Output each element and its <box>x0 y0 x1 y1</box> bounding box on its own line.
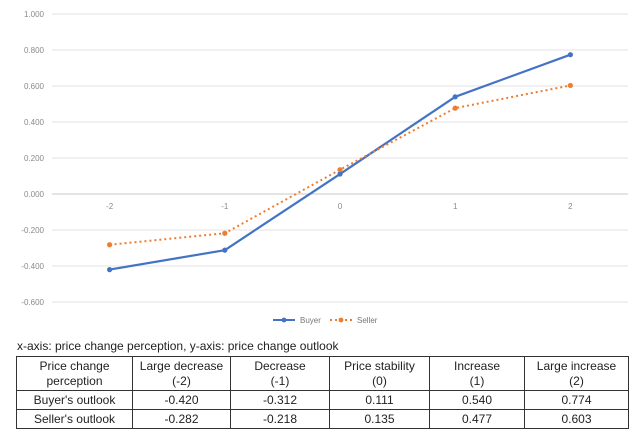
data-table: Price change perception Large decrease (-2… <box>16 356 629 429</box>
data-point-buyer <box>337 171 343 177</box>
header-cell: Large decrease (-2) <box>132 356 231 391</box>
chart-caption: x-axis: price change perception, y-axis:… <box>17 339 339 353</box>
y-tick-label: -0.600 <box>21 298 44 307</box>
y-tick-label: 0.400 <box>24 118 45 127</box>
data-point-buyer <box>222 247 228 253</box>
table-cell: 0.111 <box>329 390 430 410</box>
row-label: Buyer's outlook <box>16 390 133 410</box>
data-point-buyer <box>567 52 574 58</box>
table-cell: -0.218 <box>230 409 330 429</box>
gridlines <box>52 13 628 303</box>
table-cell: 0.603 <box>524 409 629 429</box>
header-cell: Price change perception <box>16 356 133 391</box>
table-header-row: Price change perception Large decrease (-2… <box>16 356 629 391</box>
legend-marker-seller <box>338 317 344 323</box>
data-point-buyer <box>452 94 458 100</box>
series-line-seller <box>109 84 571 246</box>
legend-label-buyer: Buyer <box>300 316 321 325</box>
header-cell: Decrease (-1) <box>230 356 330 391</box>
y-tick-label: -0.200 <box>21 226 44 235</box>
header-cell: Large increase (2) <box>524 356 629 391</box>
table-cell: -0.282 <box>132 409 231 429</box>
table-cell: 0.774 <box>524 390 629 410</box>
line-chart: 1.000 0.800 0.600 0.400 0.200 0.000 -0.200 -0.4… <box>21 10 628 325</box>
y-tick-label: -0.400 <box>21 262 44 271</box>
legend: Buyer Seller <box>273 316 378 325</box>
legend-marker-buyer <box>281 317 287 323</box>
header-cell: Increase (1) <box>429 356 525 391</box>
table-row-buyer: Buyer's outlook -0.420 -0.312 0.111 0.54… <box>16 390 629 410</box>
x-tick-label: 1 <box>453 202 458 211</box>
table-cell: -0.420 <box>132 390 231 410</box>
table-cell: -0.312 <box>230 390 330 410</box>
x-tick-label: -1 <box>221 202 229 211</box>
table-row-seller: Seller's outlook -0.282 -0.218 0.135 0.4… <box>16 409 629 429</box>
y-tick-label: 0.200 <box>24 154 45 163</box>
y-tick-label: 0.000 <box>24 190 45 199</box>
data-point-buyer <box>107 267 113 273</box>
series-lines <box>107 52 574 273</box>
data-point-seller <box>337 167 343 173</box>
y-tick-label: 0.800 <box>24 46 45 55</box>
x-tick-label: 2 <box>568 202 573 211</box>
x-tick-label: -2 <box>106 202 114 211</box>
series-line-buyer <box>109 53 571 271</box>
x-tick-label: 0 <box>338 202 343 211</box>
table-cell: 0.540 <box>429 390 525 410</box>
data-point-seller <box>107 242 113 248</box>
x-axis-ticks: -2 -1 0 1 2 <box>106 202 573 211</box>
data-point-seller <box>222 230 228 236</box>
row-label: Seller's outlook <box>16 409 133 429</box>
y-tick-label: 0.600 <box>24 82 45 91</box>
legend-label-seller: Seller <box>357 316 378 325</box>
table-cell: 0.135 <box>329 409 430 429</box>
y-axis-ticks: 1.000 0.800 0.600 0.400 0.200 0.000 -0.200 -0.4… <box>21 10 44 307</box>
data-point-seller <box>452 105 458 111</box>
header-cell: Price stability (0) <box>329 356 430 391</box>
y-tick-label: 1.000 <box>24 10 45 19</box>
table-cell: 0.477 <box>429 409 525 429</box>
data-point-seller <box>567 82 574 89</box>
